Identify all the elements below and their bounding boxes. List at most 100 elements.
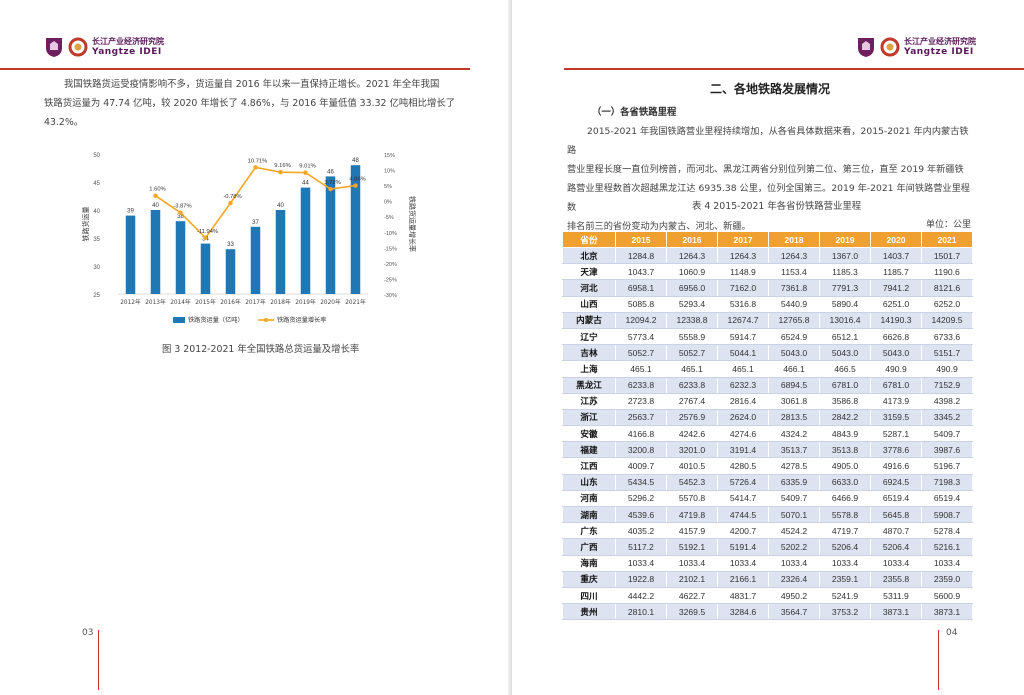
mileage-cell: 5600.9 — [921, 587, 973, 605]
y-tick-right: -30% — [384, 293, 397, 299]
mileage-cell: 5043.0 — [870, 344, 922, 362]
table-row: 内蒙古 12094.2 12338.8 12674.7 12765.8 13016.4 14… — [562, 312, 973, 329]
mileage-cell: 4719.7 — [819, 522, 871, 540]
mileage-cell: 5287.1 — [870, 425, 922, 443]
mileage-cell: 4035.2 — [615, 522, 667, 540]
institute-logo-icon — [68, 37, 88, 57]
page-number-right: 04 — [946, 628, 958, 638]
header-year: 2021 — [921, 231, 973, 248]
table-row: 福建 3200.8 3201.0 3191.4 3513.7 3513.8 3778.6 39… — [562, 441, 973, 459]
table-title: 表 4 2015-2021 年各省份铁路营业里程 — [692, 201, 862, 212]
table-row: 辽宁 5773.4 5558.9 5914.7 6524.9 6512.1 6626.8 67… — [562, 328, 973, 346]
table-row: 北京 1284.8 1264.3 1264.3 1264.3 1367.0 1403.7 15… — [562, 247, 973, 265]
mileage-cell: 7198.3 — [921, 474, 973, 491]
mileage-cell: 5409.7 — [768, 490, 820, 508]
mileage-cell: 5578.8 — [819, 506, 871, 524]
mileage-cell: 2842.2 — [819, 409, 871, 427]
growth-rate-point — [228, 200, 233, 206]
table-row: 吉林 5052.7 5052.7 5044.1 5043.0 5043.0 5043.0 51… — [562, 344, 973, 362]
province-cell: 北京 — [562, 247, 616, 265]
mileage-cell: 3564.7 — [768, 603, 820, 621]
paragraph-line: 路营业里程数首次超越黑龙江达 6935.38 公里，位列全国第三。2019 年-… — [567, 183, 970, 213]
mileage-cell: 14209.5 — [921, 312, 973, 329]
province-cell: 吉林 — [562, 344, 616, 362]
growth-rate-point — [203, 235, 208, 241]
y-tick-left: 45 — [93, 181, 100, 187]
bar-label: 37 — [252, 220, 259, 226]
bar — [175, 221, 186, 294]
table-row: 上海 465.1 465.1 465.1 466.1 466.5 490.9 490.9 — [562, 360, 973, 378]
mileage-cell: 6519.4 — [870, 490, 922, 508]
x-tick-label: 2013年 — [145, 298, 166, 306]
mileage-cell: 4905.0 — [819, 457, 871, 475]
mileage-cell: 5434.5 — [615, 474, 667, 491]
y-tick-left: 25 — [93, 293, 100, 299]
y-tick-right: -5% — [384, 215, 394, 221]
province-cell: 广西 — [562, 538, 616, 556]
bar — [250, 226, 261, 294]
mileage-cell: 5311.9 — [870, 587, 922, 605]
mileage-cell: 5440.9 — [768, 296, 820, 313]
header-year: 2016 — [666, 231, 718, 248]
logo-chinese-text: 长江产业经济研究院 — [904, 37, 976, 46]
province-cell: 辽宁 — [562, 328, 616, 346]
mileage-cell: 7162.0 — [717, 279, 769, 297]
mileage-cell: 5278.4 — [921, 522, 973, 540]
province-cell: 江西 — [562, 457, 616, 475]
bar-label: 48 — [352, 158, 359, 164]
mileage-cell: 4870.7 — [870, 522, 922, 540]
mileage-cell: 466.5 — [819, 360, 871, 378]
mileage-cell: 5908.7 — [921, 506, 973, 524]
mileage-cell: 2624.0 — [717, 409, 769, 427]
province-cell: 山东 — [562, 474, 616, 491]
mileage-cell: 1033.4 — [768, 555, 820, 572]
mileage-cell: 1148.9 — [717, 263, 769, 281]
paragraph-line: 我国铁路货运受疫情影响不多，货运量自 2016 年以来一直保持正增长。2021 … — [64, 79, 440, 90]
mileage-cell: 4524.2 — [768, 522, 820, 540]
mileage-cell: 6958.1 — [615, 279, 667, 297]
mileage-cell: 5192.1 — [666, 538, 718, 556]
mileage-cell: 6781.0 — [870, 377, 922, 394]
mileage-cell: 3513.8 — [819, 441, 871, 459]
mileage-cell: 3284.6 — [717, 603, 769, 621]
mileage-cell: 4242.6 — [666, 425, 718, 443]
header-year: 2017 — [717, 231, 769, 248]
mileage-cell: 3200.8 — [615, 441, 667, 459]
header-rule-left — [0, 68, 470, 70]
mileage-cell: 2810.1 — [615, 603, 667, 621]
left-paragraph: 我国铁路货运受疫情影响不多，货运量自 2016 年以来一直保持正增长。2021 … — [44, 75, 484, 132]
mileage-cell: 2355.8 — [870, 571, 922, 588]
mileage-cell: 1264.3 — [768, 247, 820, 265]
province-cell: 贵州 — [562, 603, 616, 621]
mileage-cell: 4157.9 — [666, 522, 718, 540]
mileage-cell: 5296.2 — [615, 490, 667, 508]
mileage-cell: 6733.6 — [921, 328, 973, 346]
mileage-cell: 2767.4 — [666, 393, 718, 410]
mileage-cell: 3201.0 — [666, 441, 718, 459]
mileage-cell: 1264.3 — [666, 247, 718, 265]
mileage-cell: 1033.4 — [870, 555, 922, 572]
bar-label: 46 — [327, 169, 334, 175]
mileage-cell: 4442.2 — [615, 587, 667, 605]
y-tick-right: 0% — [384, 200, 392, 206]
mileage-cell: 5191.4 — [717, 538, 769, 556]
mileage-cell: 490.9 — [921, 360, 973, 378]
mileage-cell: 465.1 — [717, 360, 769, 378]
province-cell: 江苏 — [562, 393, 616, 410]
mileage-cell: 5196.7 — [921, 457, 973, 475]
x-tick-label: 2016年 — [220, 298, 241, 306]
table-row: 天津 1043.7 1060.9 1148.9 1153.4 1185.3 1185.7 11… — [562, 263, 973, 281]
mileage-cell: 5241.9 — [819, 587, 871, 605]
mileage-cell: 2102.1 — [666, 571, 718, 588]
mileage-cell: 5151.7 — [921, 344, 973, 362]
mileage-cell: 4622.7 — [666, 587, 718, 605]
growth-rate-point — [278, 169, 283, 175]
mileage-cell: 6894.5 — [768, 377, 820, 394]
mileage-cell: 5043.0 — [768, 344, 820, 362]
growth-rate-label: 10.71% — [248, 158, 268, 164]
mileage-cell: 5117.2 — [615, 538, 667, 556]
mileage-cell: 2563.7 — [615, 409, 667, 427]
bar-label: 33 — [227, 242, 234, 248]
mileage-cell: 4324.2 — [768, 425, 820, 443]
table-row: 河南 5296.2 5570.8 5414.7 5409.7 6466.9 6519.4 65… — [562, 490, 973, 508]
